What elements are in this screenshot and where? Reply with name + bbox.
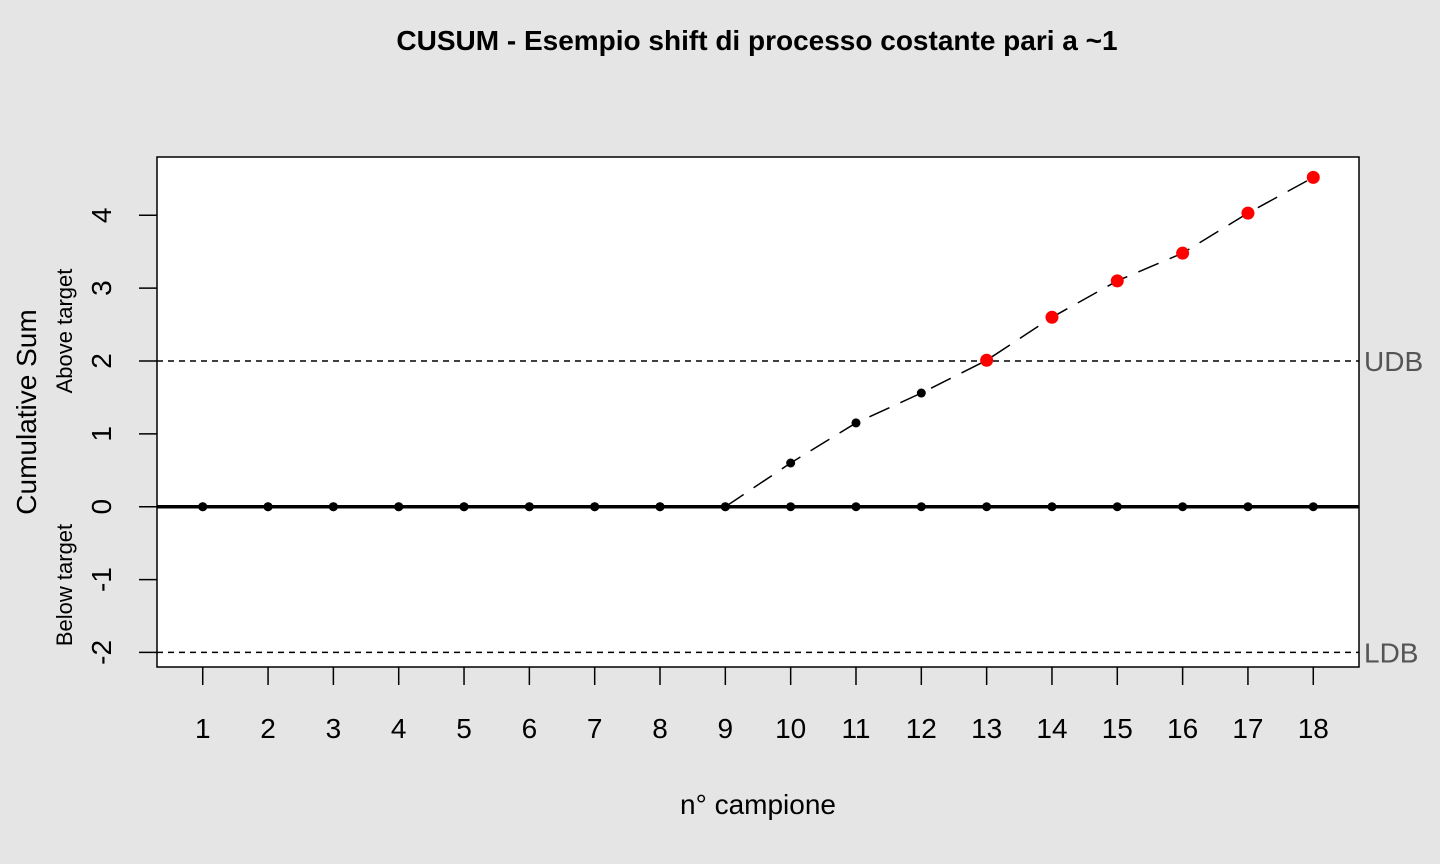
y-tick-label: 3 (86, 280, 117, 296)
above-target-point (394, 502, 404, 512)
limit-lines-layer: UDB LDB (157, 346, 1423, 668)
chart-title: CUSUM - Esempio shift di processo costan… (396, 25, 1117, 56)
x-tick-label: 16 (1167, 713, 1198, 744)
above-target-point (1176, 246, 1190, 260)
x-axis-title: n° campione (680, 789, 836, 820)
above-target-point (851, 418, 861, 428)
above-target-point (1110, 274, 1124, 288)
above-target-point (720, 502, 730, 512)
x-tick-label: 8 (652, 713, 668, 744)
x-tick-label: 4 (391, 713, 407, 744)
x-tick-label: 3 (326, 713, 342, 744)
above-target-point (980, 353, 994, 367)
points-layer (198, 170, 1320, 512)
above-target-point (916, 388, 926, 398)
upper-limit-label: UDB (1364, 346, 1423, 377)
x-tick-label: 17 (1232, 713, 1263, 744)
y-tick-label: 1 (86, 426, 117, 442)
above-target-point (459, 502, 469, 512)
y-tick-label: 4 (86, 207, 117, 223)
x-tick-label: 15 (1102, 713, 1133, 744)
below-target-point (1243, 502, 1253, 512)
x-tick-label: 6 (522, 713, 538, 744)
below-target-point (1178, 502, 1188, 512)
y-axis-title: Cumulative Sum (11, 309, 42, 514)
above-target-point (263, 502, 273, 512)
below-target-point (1112, 502, 1122, 512)
above-target-series-line (724, 176, 1314, 508)
x-tick-label: 2 (260, 713, 276, 744)
x-tick-label: 14 (1036, 713, 1067, 744)
below-target-point (851, 502, 861, 512)
below-target-point (786, 502, 796, 512)
x-tick-label: 13 (971, 713, 1002, 744)
x-tick-label: 11 (841, 713, 870, 744)
x-tick-label: 10 (775, 713, 806, 744)
above-target-label: Above target (52, 269, 77, 394)
below-target-label: Below target (52, 524, 77, 646)
above-target-point (1306, 170, 1320, 184)
above-target-point (524, 502, 534, 512)
above-target-point (655, 502, 665, 512)
x-tick-label: 5 (456, 713, 472, 744)
lower-limit-label: LDB (1364, 637, 1418, 668)
y-tick-label: 0 (86, 499, 117, 515)
below-target-point (1047, 502, 1057, 512)
below-target-point (916, 502, 926, 512)
x-tick-label: 9 (718, 713, 734, 744)
x-tick-label: 12 (906, 713, 937, 744)
x-tick-label: 7 (587, 713, 603, 744)
above-target-point (786, 458, 796, 468)
above-target-point (198, 502, 208, 512)
below-target-point (1308, 502, 1318, 512)
x-tick-label: 18 (1298, 713, 1329, 744)
above-target-point (328, 502, 338, 512)
below-target-point (982, 502, 992, 512)
series-layer (157, 176, 1359, 509)
y-tick-label: 2 (86, 353, 117, 369)
above-target-point (590, 502, 600, 512)
above-target-point (1241, 206, 1255, 220)
y-tick-label: -2 (86, 640, 117, 665)
y-tick-label: -1 (86, 567, 117, 592)
x-tick-label: 1 (195, 713, 211, 744)
above-target-point (1045, 310, 1059, 324)
plot-area (156, 156, 1360, 668)
